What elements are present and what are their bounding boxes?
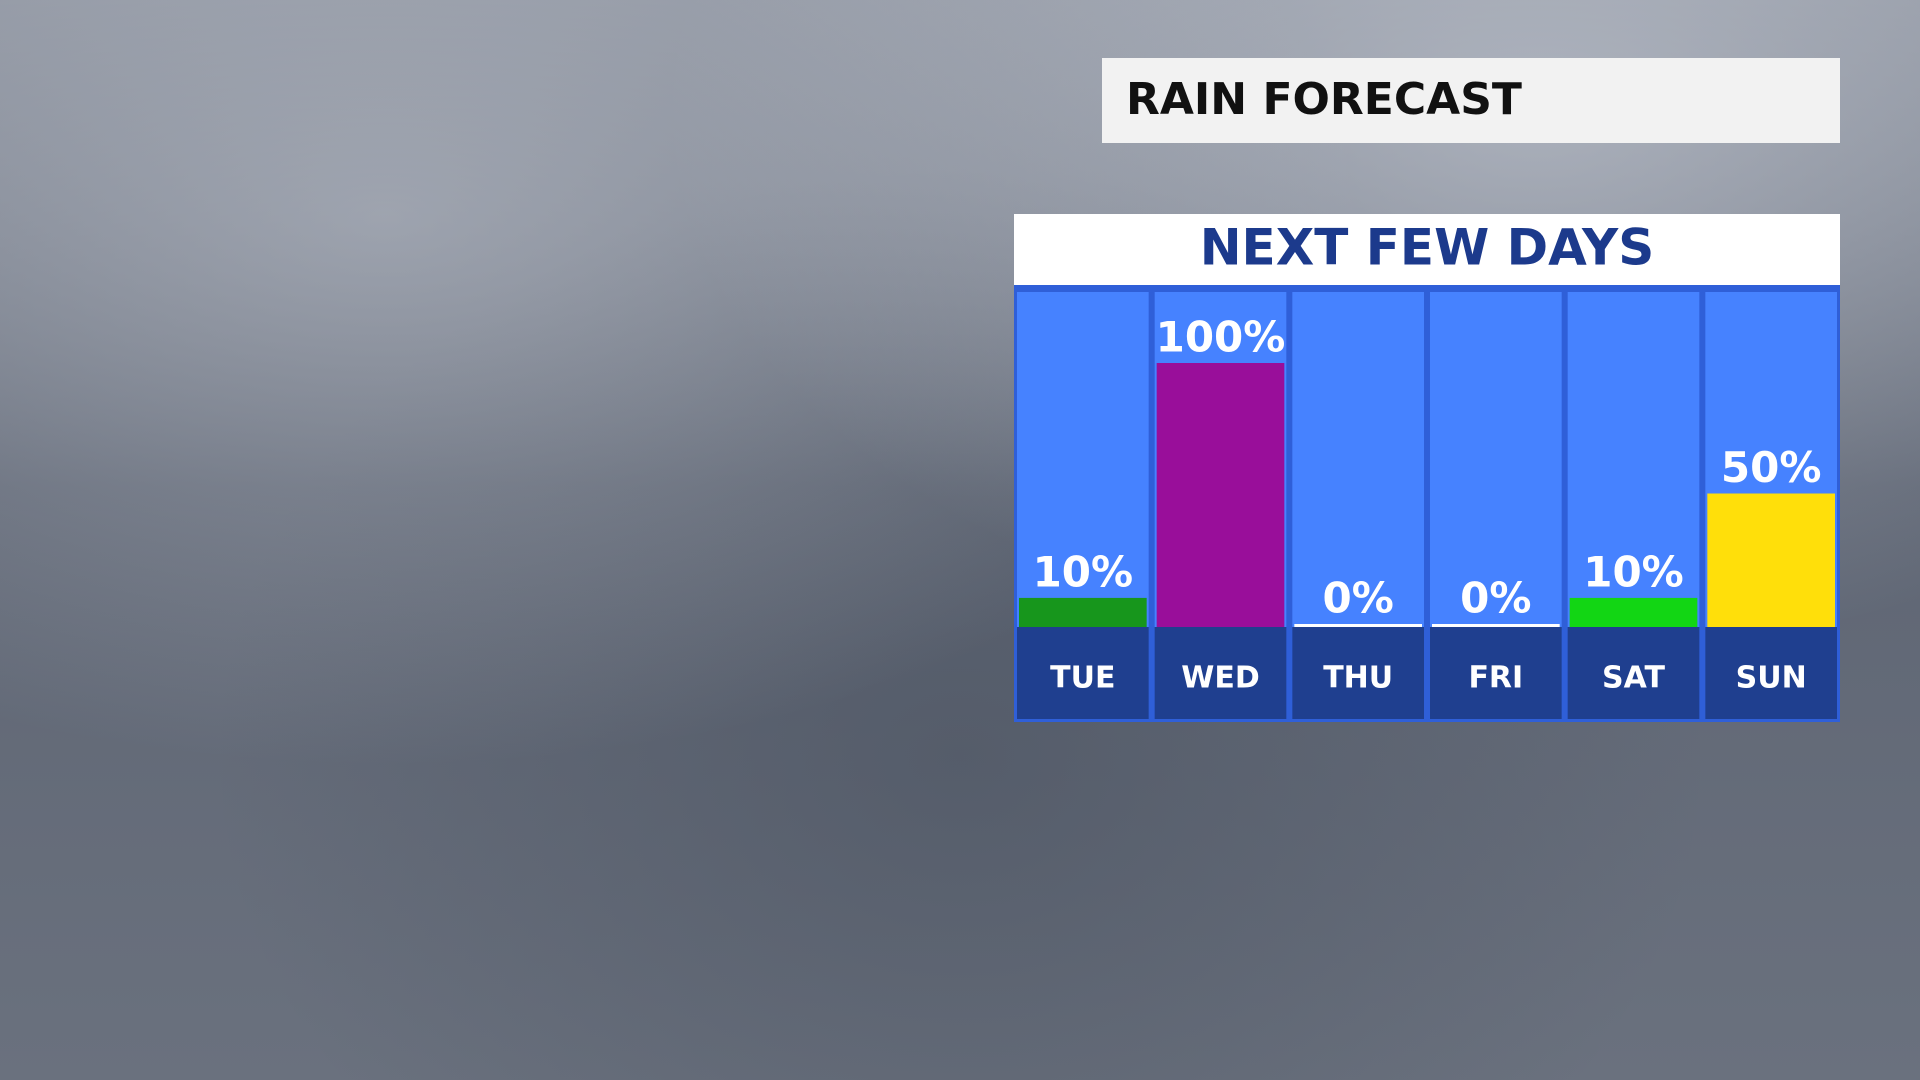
x-tick-label: WED — [1181, 661, 1260, 696]
header-box — [1102, 58, 1840, 143]
x-tick-label: SAT — [1602, 661, 1665, 696]
x-tick-label: SUN — [1736, 661, 1807, 696]
day-band — [1430, 627, 1562, 719]
value-label: 10% — [1583, 547, 1684, 596]
panel — [1014, 214, 1840, 722]
day-band — [1292, 627, 1424, 719]
chart-title: RAIN FORECAST — [1126, 74, 1522, 125]
x-tick-label: TUE — [1050, 661, 1115, 696]
bar — [1156, 363, 1285, 627]
x-tick-label: THU — [1323, 661, 1393, 696]
chart-subtitle: NEXT FEW DAYS — [1200, 219, 1655, 277]
column — [1567, 292, 1700, 627]
column — [1017, 292, 1149, 627]
value-label: 50% — [1721, 443, 1822, 492]
value-label: 100% — [1156, 313, 1286, 362]
day-band — [1017, 627, 1149, 719]
value-label: 10% — [1033, 547, 1134, 596]
day-band — [1154, 627, 1287, 719]
column — [1430, 292, 1562, 627]
bar — [1294, 624, 1422, 627]
bar — [1432, 624, 1560, 627]
column — [1292, 292, 1424, 627]
bar — [1569, 597, 1698, 627]
value-label: 0% — [1323, 574, 1394, 623]
day-band — [1567, 627, 1700, 719]
bar — [1019, 597, 1147, 627]
bar — [1707, 493, 1835, 627]
subtitle-box — [1014, 214, 1840, 285]
day-band — [1705, 627, 1837, 719]
x-tick-label: FRI — [1468, 661, 1523, 696]
value-label: 0% — [1460, 574, 1531, 623]
